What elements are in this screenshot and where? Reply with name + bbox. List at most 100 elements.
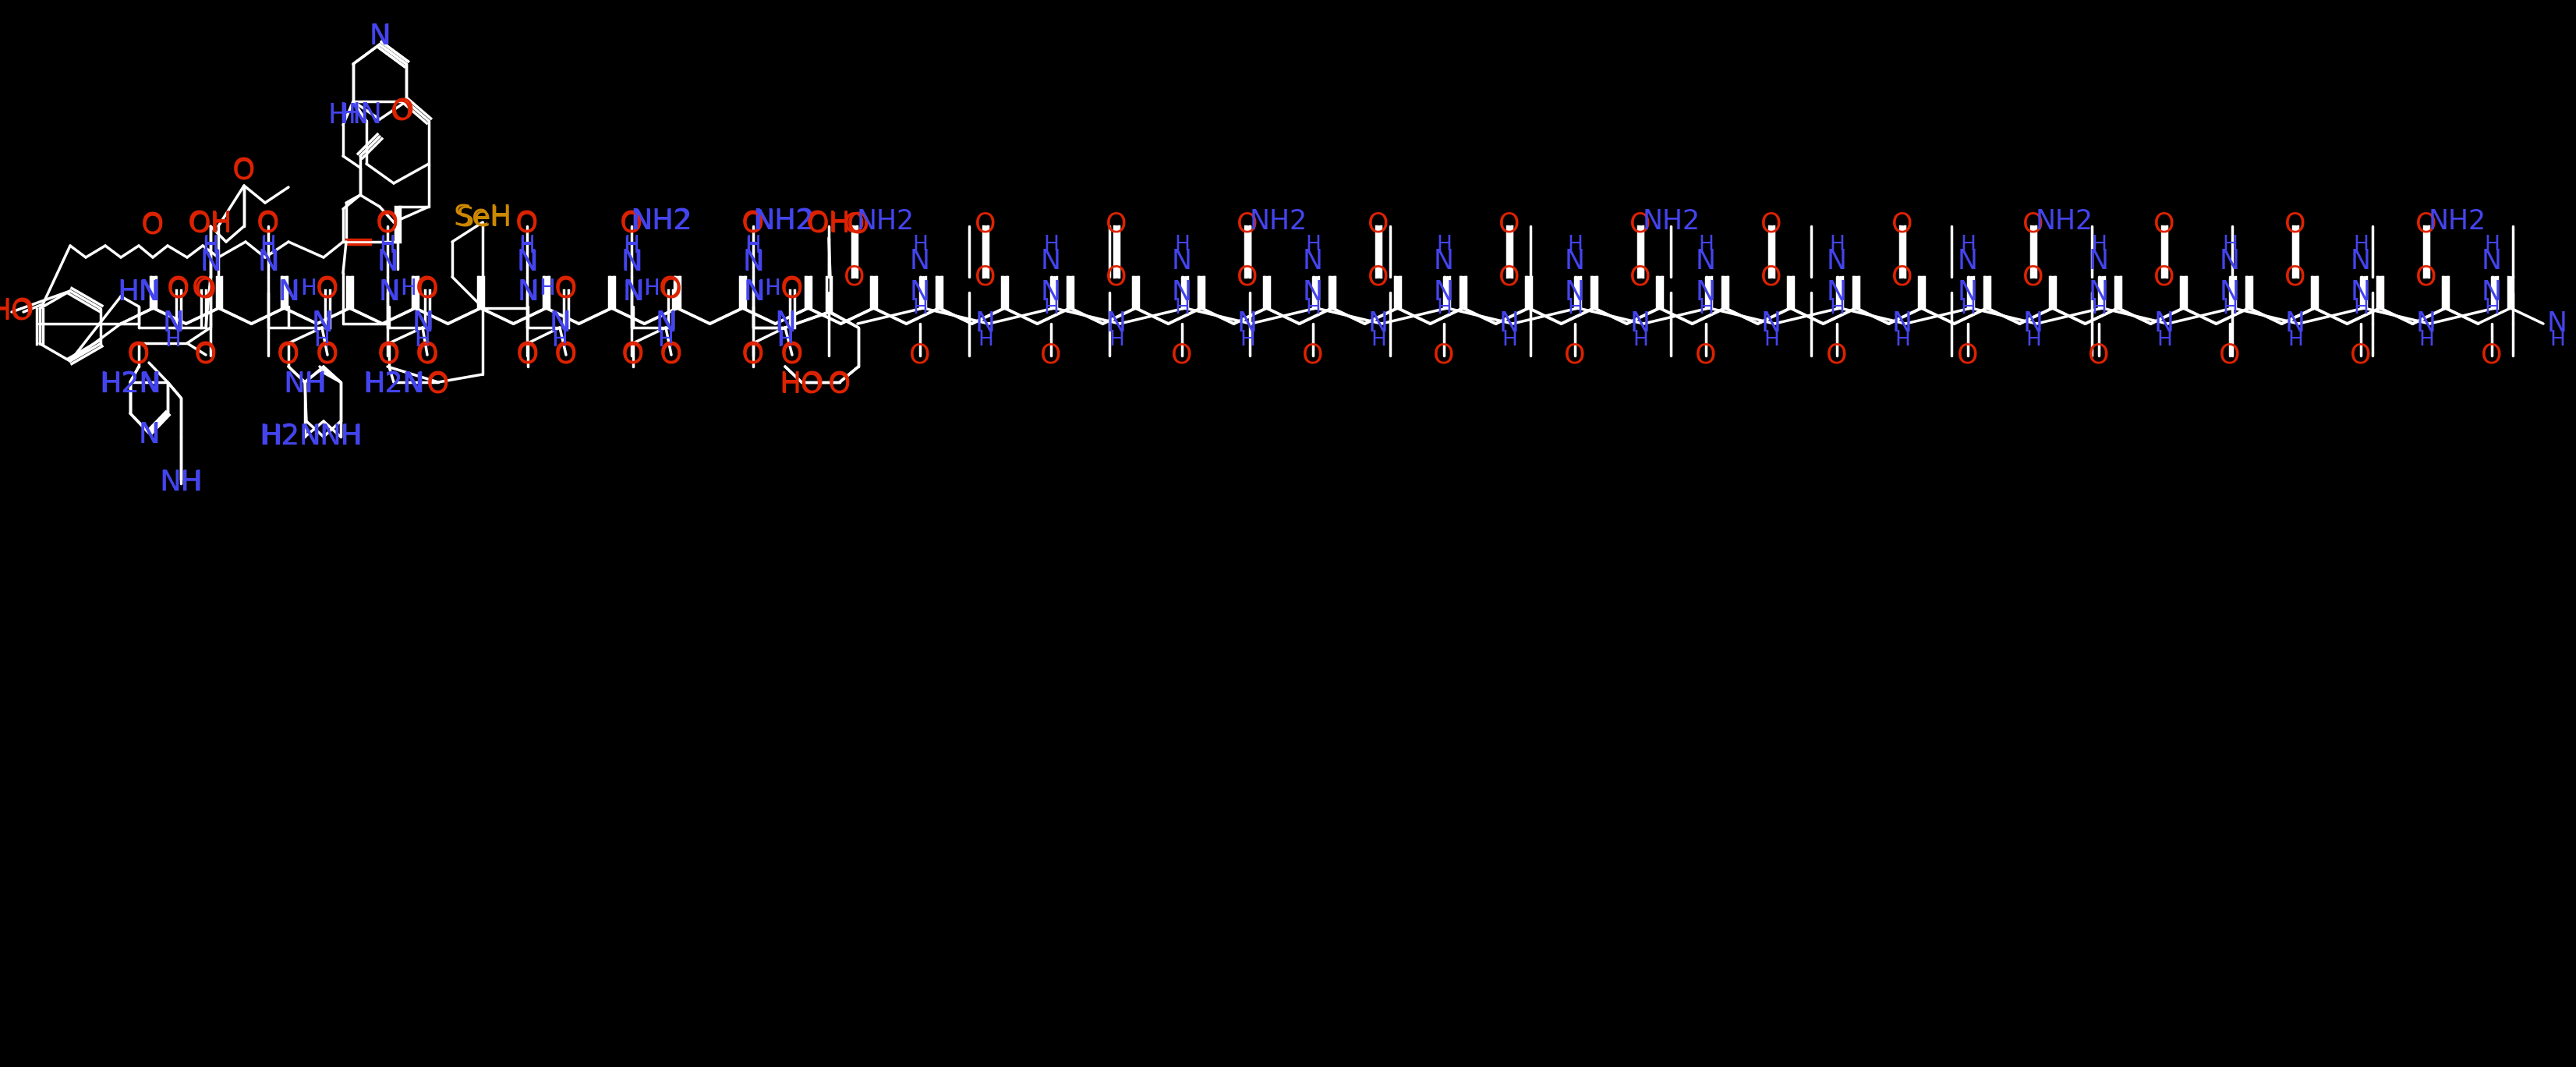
Text: H: H [644,278,659,299]
Text: H: H [912,298,927,318]
Text: H2N: H2N [260,424,319,450]
Text: O: O [392,98,412,125]
Text: HO: HO [778,370,824,399]
Text: N: N [376,249,399,277]
Text: O: O [379,340,399,369]
Text: H: H [2287,330,2303,350]
Text: N: N [909,280,930,306]
Text: H: H [2221,298,2236,318]
Text: H2N: H2N [98,370,162,399]
Text: N: N [1762,310,1780,337]
Text: N: N [258,248,278,274]
Text: N: N [518,278,538,306]
Text: H: H [623,235,639,255]
Text: O: O [193,276,214,304]
Text: NH2: NH2 [1643,208,1700,235]
Text: HO: HO [781,371,822,398]
Text: N: N [1303,280,1321,306]
Text: HO: HO [0,299,33,325]
Text: OH: OH [806,210,850,237]
Text: H: H [1960,235,1976,255]
Text: O: O [392,97,415,126]
Text: O: O [742,210,765,238]
Text: H: H [2419,330,2434,350]
Text: N: N [518,248,538,274]
Text: N: N [1236,310,1257,337]
Text: O: O [1368,210,1388,237]
Text: O: O [1628,264,1651,290]
Text: O: O [781,340,804,369]
Text: O: O [974,210,997,237]
Text: N: N [742,278,765,306]
Text: O: O [781,276,804,304]
Text: O: O [278,341,299,368]
Text: O: O [196,277,216,303]
Text: OH: OH [188,210,232,237]
Text: O: O [659,277,683,303]
Text: N: N [976,310,994,337]
Text: H: H [1566,298,1582,318]
Text: H: H [744,235,760,255]
Text: N: N [1368,310,1388,337]
Text: N: N [621,249,641,277]
Text: O: O [428,370,451,399]
Text: OH: OH [188,210,232,238]
Text: N: N [376,248,397,274]
Text: N: N [742,248,762,274]
Text: N: N [1631,310,1651,337]
Text: H: H [744,236,760,257]
Text: N: N [1826,248,1847,274]
Text: N: N [1695,248,1716,274]
Text: O: O [1432,341,1455,368]
Text: H: H [1698,235,1713,255]
Text: N: N [412,309,433,338]
Text: H: H [1435,298,1450,318]
Text: H: H [1633,330,1649,350]
Text: H: H [1435,235,1450,255]
Text: O: O [2481,341,2501,368]
Text: O: O [126,340,149,369]
Text: N: N [742,249,765,277]
Text: N: N [909,248,930,274]
Text: N: N [775,310,796,337]
Text: N: N [1499,310,1520,337]
Text: O: O [2022,210,2043,237]
Text: O: O [742,340,765,369]
Text: N: N [515,249,538,277]
Text: O: O [909,341,930,368]
Text: NH2: NH2 [2035,208,2092,235]
Text: N: N [368,22,392,51]
Text: N: N [1564,248,1584,274]
Text: N: N [278,278,299,306]
Text: O: O [621,210,644,238]
Text: H: H [415,330,430,350]
Text: O: O [1891,264,1911,290]
Text: H: H [1108,330,1123,350]
Text: H: H [1762,330,1777,350]
Text: NH2: NH2 [752,207,814,236]
Text: H: H [260,235,276,255]
Text: O: O [2218,341,2241,368]
Text: N: N [1172,280,1193,306]
Text: O: O [554,276,577,304]
Text: O: O [2087,341,2110,368]
Text: H: H [538,277,556,300]
Text: N: N [139,421,160,449]
Text: N: N [1958,280,1978,306]
Text: O: O [1695,341,1716,368]
Text: HN: HN [116,278,160,306]
Text: N: N [2022,310,2043,337]
Text: N: N [2349,280,2370,306]
Text: H: H [520,235,533,255]
Text: O: O [842,264,866,290]
Text: O: O [1891,210,1911,237]
Text: H: H [912,235,927,255]
Text: H: H [379,236,397,257]
Text: O: O [659,340,683,369]
Text: N: N [2481,248,2501,274]
Text: H: H [1829,235,1844,255]
Text: HO: HO [0,298,33,327]
Text: N: N [654,310,675,337]
Text: N: N [1695,280,1716,306]
Text: N: N [1891,310,1911,337]
